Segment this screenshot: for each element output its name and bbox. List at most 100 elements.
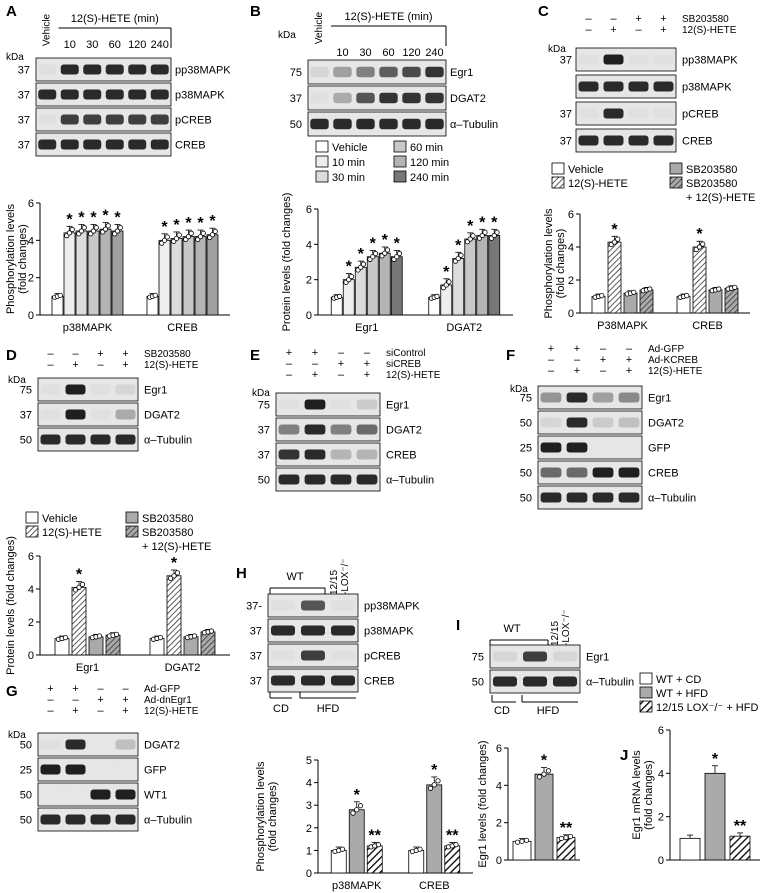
blot-band	[128, 139, 147, 150]
data-point	[375, 842, 382, 848]
blot-frame	[35, 132, 172, 157]
genotype-label: 12/15	[329, 570, 340, 595]
data-point	[350, 810, 356, 816]
blot-band	[65, 814, 86, 825]
mw-marker: 75	[258, 400, 270, 412]
y-tick-label: 4	[306, 239, 312, 251]
data-point	[443, 282, 449, 288]
blot-band	[115, 434, 136, 445]
diet-label: HFD	[317, 703, 340, 715]
blot-frame	[537, 385, 643, 410]
data-point	[161, 237, 168, 243]
blot-band	[150, 114, 169, 125]
data-point	[66, 230, 73, 236]
data-point	[358, 264, 364, 270]
blot-frame	[37, 427, 139, 452]
bar	[607, 241, 622, 314]
bar	[99, 228, 112, 316]
blot-band	[301, 600, 325, 611]
data-point	[354, 807, 360, 813]
blot-band	[566, 467, 588, 478]
mw-marker: 50	[290, 119, 302, 131]
mw-marker: 37	[250, 626, 262, 638]
blot-label: Egr1	[450, 67, 473, 79]
chart-B: 0 2 4 6 * * * * * Egr1 * * * * * DGAT2 Protein levels (f…	[281, 193, 513, 334]
group-label: DGAT2	[165, 662, 201, 674]
mw-marker: 50	[520, 468, 532, 480]
legend-label: 60 min	[410, 142, 443, 154]
panel-letter: F	[506, 347, 515, 364]
blot-band	[592, 467, 614, 478]
blot-band	[540, 392, 562, 403]
bar	[390, 256, 403, 316]
kda-label: kDa	[252, 388, 270, 399]
blot-band	[330, 399, 352, 410]
significance-mark: *	[66, 211, 73, 228]
legend-label: 240 min	[410, 172, 449, 184]
data-point	[684, 293, 690, 299]
treatment-label: 12(S)-HETE	[144, 706, 199, 717]
legend-label: WT + CD	[656, 674, 701, 686]
bar	[444, 845, 461, 874]
blot-frame	[307, 85, 447, 111]
blot-band	[271, 675, 295, 686]
data-point	[631, 289, 637, 295]
blot-Egr1	[489, 644, 581, 669]
blot-label: CREB	[682, 136, 713, 148]
bar	[348, 809, 365, 874]
panel-letter: G	[6, 683, 18, 700]
group-label: p38MAPK	[63, 322, 113, 334]
mw-marker: 50	[472, 677, 484, 689]
blot-band	[150, 89, 169, 100]
mw-marker: 37	[250, 651, 262, 663]
data-point	[536, 774, 543, 780]
treatment-label: SB203580	[682, 14, 729, 25]
significance-mark: *	[173, 217, 180, 234]
blot-band	[150, 64, 169, 75]
data-point	[79, 581, 86, 587]
diet-label: CD	[494, 705, 510, 717]
bar	[704, 772, 726, 861]
data-point	[76, 584, 82, 590]
treatment-sign: –	[600, 343, 607, 355]
blot-band	[40, 764, 61, 775]
blot-band	[578, 108, 599, 119]
genotype-label: -LOX⁻/⁻	[561, 609, 572, 646]
treatment-sign: –	[626, 343, 633, 355]
bar	[724, 287, 739, 314]
blot-band	[603, 54, 624, 65]
blot-band	[592, 417, 614, 428]
mw-marker: 75	[290, 67, 302, 79]
data-point	[494, 229, 500, 235]
group-label: DGAT2	[446, 322, 482, 334]
significance-mark: *	[443, 264, 450, 281]
blot-band	[330, 424, 352, 435]
blot-frame	[37, 807, 139, 832]
blot-band	[128, 114, 147, 125]
blot-label: pp38MAPK	[175, 65, 231, 77]
blot-band	[65, 384, 86, 395]
treatment-sign: +	[364, 369, 370, 381]
significance-mark: *	[491, 214, 498, 231]
blot-band	[523, 651, 547, 662]
mw-marker: 37	[18, 65, 30, 77]
blot-band	[310, 92, 329, 104]
blot-label: GFP	[648, 443, 671, 455]
legend-swatch	[315, 155, 329, 168]
treatment-sign: –	[338, 369, 345, 381]
significance-mark: *	[185, 215, 192, 232]
data-point	[57, 292, 63, 298]
significance-mark: *	[354, 787, 361, 804]
time-label: 10	[336, 47, 348, 59]
diet-label: CD	[273, 703, 289, 715]
data-point	[346, 277, 352, 283]
data-point	[200, 230, 206, 236]
data-point	[62, 635, 69, 641]
blot-DGAT2	[37, 402, 139, 427]
bar	[170, 238, 183, 316]
time-label: 120	[402, 47, 420, 59]
blot-band	[105, 89, 124, 100]
genotype-label: -LOX⁻/⁻	[340, 558, 351, 595]
legend-label: 12(S)-HETE	[42, 527, 102, 539]
